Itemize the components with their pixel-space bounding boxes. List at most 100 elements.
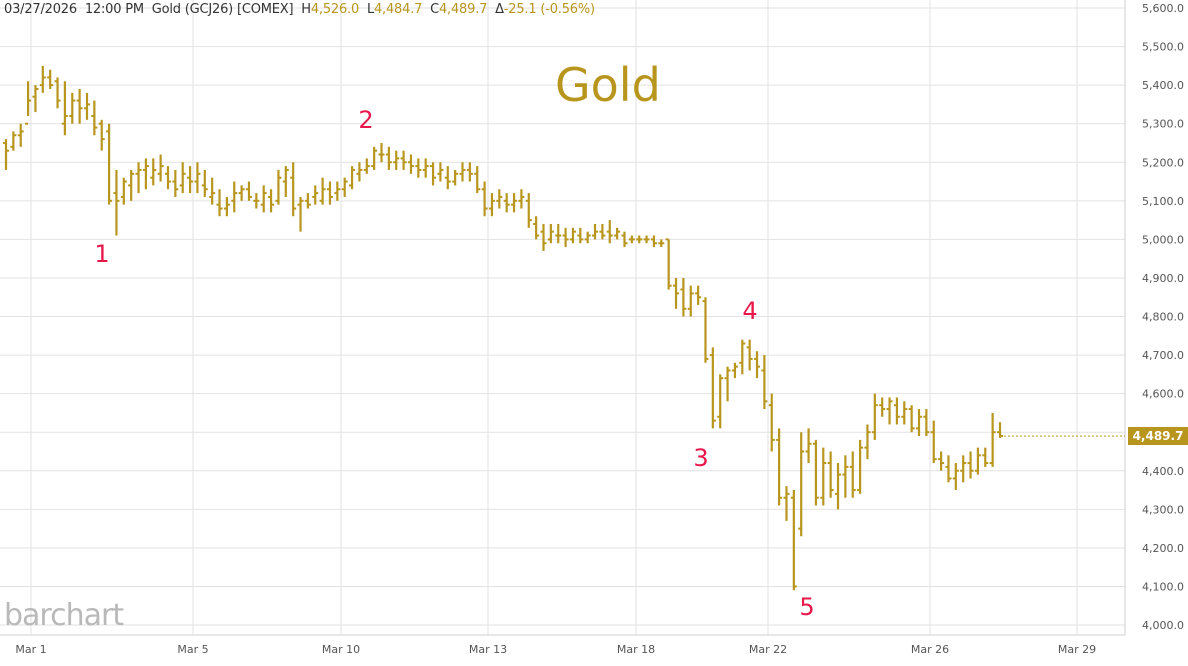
ohlc-bar xyxy=(275,169,282,205)
x-tick-label: Mar 5 xyxy=(177,643,208,656)
y-tick-label: 5,200.0 xyxy=(1142,156,1184,169)
ohlc-bar xyxy=(216,189,223,217)
ohlc-bar xyxy=(164,166,171,190)
x-tick-label: Mar 1 xyxy=(15,643,46,656)
ohlc-bar xyxy=(717,374,724,429)
ohlc-bar xyxy=(17,123,24,147)
ohlc-bar xyxy=(422,158,429,178)
ohlc-bar xyxy=(32,85,39,113)
ohlc-bar xyxy=(326,181,333,205)
ohlc-bar xyxy=(960,455,967,483)
ohlc-bar xyxy=(636,235,643,244)
ohlc-bar xyxy=(577,227,584,244)
ohlc-bar xyxy=(304,193,311,209)
y-tick-label: 4,100.0 xyxy=(1142,580,1184,593)
y-tick-label: 5,400.0 xyxy=(1142,79,1184,92)
ohlc-bar xyxy=(540,223,547,251)
ohlc-bar xyxy=(533,216,540,240)
ohlc-bar xyxy=(39,65,46,93)
ohlc-bar xyxy=(481,181,488,217)
ohlc-bar xyxy=(702,297,709,363)
ohlc-bar xyxy=(790,490,797,591)
ohlc-bar xyxy=(385,146,392,170)
ohlc-bar xyxy=(91,100,98,136)
y-tick-label: 4,300.0 xyxy=(1142,503,1184,516)
barchart-logo: barchart xyxy=(4,598,124,633)
ohlc-bar xyxy=(673,277,680,309)
ohlc-bar xyxy=(754,351,761,379)
ohlc-bar xyxy=(547,223,554,244)
ohlc-bar xyxy=(231,181,238,213)
ohlc-bar xyxy=(393,150,400,170)
ohlc-bar xyxy=(363,158,370,174)
change-value: -25.1 (-0.56%) xyxy=(503,2,595,17)
ohlc-bar xyxy=(584,231,591,244)
ohlc-bar xyxy=(857,439,864,494)
ohlc-bar xyxy=(776,428,783,506)
ohlc-bar xyxy=(371,146,378,170)
ohlc-bar xyxy=(761,355,768,410)
y-tick-label: 4,400.0 xyxy=(1142,465,1184,478)
ohlc-bar xyxy=(150,158,157,186)
ohlc-bar xyxy=(798,432,805,537)
y-tick-label: 5,000.0 xyxy=(1142,233,1184,246)
ohlc-bar xyxy=(157,154,164,182)
ohlc-bar xyxy=(356,162,363,182)
ohlc-bar xyxy=(768,393,775,452)
ohlc-bar xyxy=(290,162,297,217)
ohlc-bar xyxy=(106,123,113,205)
ohlc-bar xyxy=(739,339,746,375)
ohlc-bar xyxy=(599,223,606,240)
ohlc-bar xyxy=(643,235,650,244)
last-price-flag: 4,489.7 xyxy=(1128,427,1188,445)
y-tick-label: 4,000.0 xyxy=(1142,619,1184,632)
y-tick-label: 4,200.0 xyxy=(1142,542,1184,555)
ohlc-bar xyxy=(938,451,945,471)
y-tick-label: 4,800.0 xyxy=(1142,311,1184,324)
ohlc-bar xyxy=(665,238,672,290)
ohlc-bar xyxy=(525,193,532,228)
y-tick-label: 5,600.0 xyxy=(1142,2,1184,15)
ohlc-bar xyxy=(400,150,407,170)
ohlc-bar xyxy=(69,92,76,124)
x-tick-label: Mar 13 xyxy=(469,643,507,656)
ohlc-bar xyxy=(194,162,201,194)
ohlc-bar xyxy=(341,177,348,197)
ohlc-bar xyxy=(113,169,120,236)
ohlc-bar xyxy=(312,185,319,205)
ohlc-bar xyxy=(820,447,827,506)
ohlc-bar xyxy=(974,447,981,475)
ohlc-bar xyxy=(930,420,937,464)
ohlc-bar xyxy=(871,393,878,440)
ohlc-bar xyxy=(901,401,908,425)
ohlc-bar xyxy=(297,196,304,232)
ohlc-bar xyxy=(849,451,856,498)
quote-time: 12:00 PM xyxy=(84,2,144,17)
ohlc-bar xyxy=(835,463,842,510)
ohlc-bar xyxy=(511,193,518,213)
ohlc-bar xyxy=(592,223,599,240)
quote-header: 03/27/2026 12:00 PM Gold (GCJ26) [COMEX]… xyxy=(4,2,595,17)
change-label: Δ xyxy=(495,2,504,17)
ohlc-bar xyxy=(61,81,68,136)
ohlc-bar xyxy=(628,235,635,244)
ohlc-bar xyxy=(47,69,54,89)
low-label: L xyxy=(366,2,374,17)
ohlc-bar xyxy=(606,220,613,244)
ohlc-bar xyxy=(76,88,83,124)
ohlc-bar xyxy=(128,169,135,201)
ohlc-bar xyxy=(238,185,245,201)
ohlc-bar xyxy=(83,92,90,120)
ohlc-bar xyxy=(555,223,562,244)
ohlc-bar xyxy=(407,154,414,174)
ohlc-bar xyxy=(621,231,628,248)
quote-date: 03/27/2026 xyxy=(4,2,77,17)
ohlc-bar xyxy=(474,166,481,194)
ohlc-bar xyxy=(415,158,422,178)
ohlc-bar xyxy=(967,451,974,479)
ohlc-bar xyxy=(334,181,341,201)
close-label: C xyxy=(430,2,439,17)
ohlc-bar xyxy=(282,166,289,197)
